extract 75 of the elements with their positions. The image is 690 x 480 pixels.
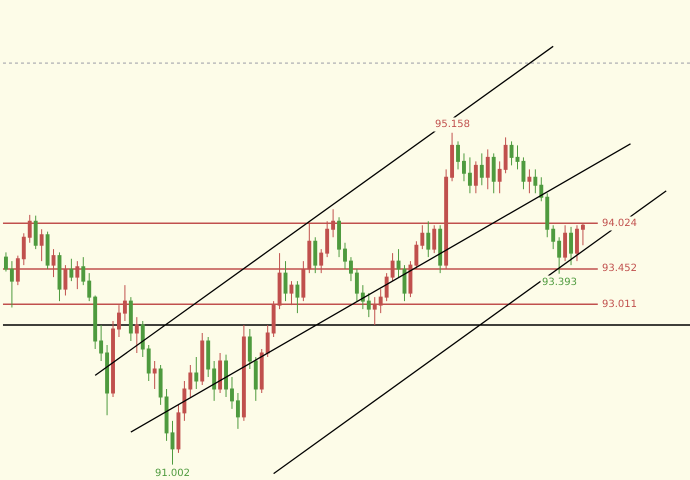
candlestick: [58, 252, 62, 302]
candlestick: [81, 256, 86, 286]
candlestick: [396, 248, 400, 278]
candlestick: [194, 356, 198, 390]
ref-line-label: 94.024: [602, 218, 637, 229]
annotation: 91.002: [155, 468, 190, 479]
candlestick: [426, 220, 430, 258]
candlestick: [337, 216, 342, 258]
candlestick: [539, 176, 544, 202]
candlestick: [533, 168, 538, 194]
candlestick: [242, 324, 246, 422]
candlestick: [295, 280, 300, 314]
candlestick: [343, 242, 347, 270]
candlestick: [313, 236, 318, 274]
candlestick: [22, 232, 26, 266]
candlestick: [230, 376, 234, 410]
candlestick: [10, 260, 14, 308]
candlestick: [354, 268, 359, 302]
candlestick: [266, 324, 270, 358]
candlestick: [111, 320, 115, 398]
candlestick: [206, 336, 210, 378]
annotation: 95.158: [435, 119, 470, 130]
candlestick: [527, 168, 532, 194]
candlestick: [4, 252, 8, 272]
candlestick: [200, 332, 204, 386]
candlestick: [46, 231, 50, 270]
candlestick: [366, 292, 371, 318]
candlestick: [218, 352, 222, 394]
candlestick: [128, 296, 133, 342]
candlestick: [438, 224, 442, 274]
candlestick: [254, 356, 258, 402]
candlestick: [551, 224, 556, 250]
candlestick: [152, 360, 157, 390]
candlestick: [450, 132, 454, 182]
candlestick: [284, 260, 288, 302]
candlestick: [99, 324, 104, 362]
candlestick: [545, 192, 550, 238]
candlestick: [348, 256, 353, 282]
candlestick: [146, 344, 151, 382]
candlestick: [34, 215, 38, 250]
ref-line-label: 93.452: [602, 263, 637, 274]
candlestick: [468, 156, 472, 194]
candlestick: [170, 420, 174, 466]
candlestick: [402, 264, 406, 302]
candlestick: [474, 160, 478, 194]
candlestick: [521, 156, 526, 190]
candlestick: [134, 316, 139, 354]
candlestick: [569, 226, 573, 266]
candlestick: [384, 272, 389, 302]
candlestick: [40, 228, 44, 262]
candlestick: [248, 328, 252, 370]
annotation: 93.393: [542, 277, 577, 288]
candlestick: [510, 140, 514, 166]
candlestick: [236, 392, 240, 430]
candlestick: [498, 160, 502, 194]
candlestick: [486, 148, 490, 190]
candlestick: [164, 388, 169, 442]
candlestick: [182, 380, 186, 422]
candlestick: [492, 152, 496, 194]
candlestick: [456, 140, 460, 170]
candlestick: [212, 360, 216, 402]
candlestick: [87, 272, 92, 302]
candlestick: [480, 152, 484, 186]
candlestick: [69, 258, 74, 282]
candlestick: [93, 295, 98, 350]
candlestick: [176, 404, 180, 454]
candlestick: [158, 364, 163, 406]
ref-line-label: 93.011: [602, 299, 637, 310]
candlestick: [516, 144, 520, 170]
candlestick: [504, 136, 508, 174]
candlestick: [557, 236, 562, 274]
candlestick: [224, 354, 228, 398]
candlestick: [462, 152, 466, 182]
candlestick: [105, 344, 110, 416]
candlestick: [188, 364, 192, 398]
